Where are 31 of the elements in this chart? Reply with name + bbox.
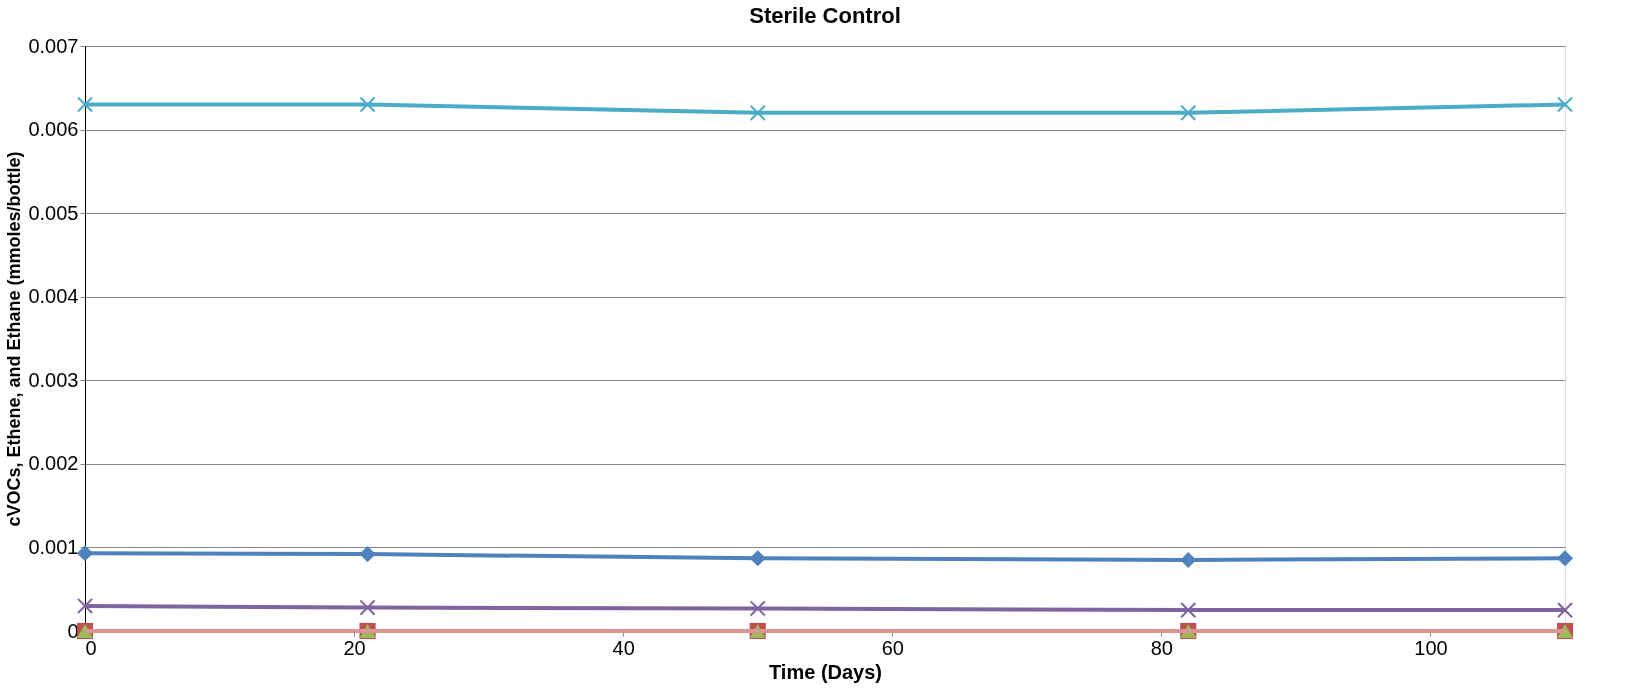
- y-tick-label: 0.002: [28, 452, 79, 475]
- x-tick-label: 0: [85, 636, 97, 659]
- point: [749, 600, 766, 617]
- chart-title: Sterile Control: [749, 3, 901, 28]
- point: [76, 96, 94, 113]
- point: [76, 597, 94, 614]
- y-tick-label: 0.007: [28, 34, 79, 57]
- point: [359, 599, 376, 616]
- point: [749, 550, 766, 567]
- point: [1180, 104, 1197, 121]
- point: [1180, 602, 1197, 619]
- y-tick-label: 0.006: [28, 118, 79, 141]
- point: [749, 104, 766, 121]
- y-tick-label: 0.003: [28, 368, 79, 391]
- x-tick-label: 80: [1150, 636, 1173, 659]
- y-tick-label: 0.004: [28, 285, 79, 308]
- y-axis-title: cVOCs, Ethene, and Ethane (mmoles/bottle): [4, 151, 25, 527]
- x-tick-label: 60: [881, 636, 904, 659]
- x-tick-label: 100: [1414, 636, 1448, 659]
- point: [359, 96, 376, 113]
- point: [1556, 602, 1574, 619]
- point: [359, 546, 376, 563]
- point: [1556, 96, 1574, 113]
- x-axis-title: Time (Days): [768, 660, 883, 683]
- point: [1180, 551, 1197, 569]
- x-tick-label: 40: [612, 636, 635, 659]
- point: [1556, 550, 1574, 567]
- y-tick-label: 0.005: [28, 201, 79, 224]
- y-tick-label: 0.001: [28, 535, 79, 558]
- point: [76, 545, 94, 562]
- x-tick-label: 20: [343, 636, 366, 659]
